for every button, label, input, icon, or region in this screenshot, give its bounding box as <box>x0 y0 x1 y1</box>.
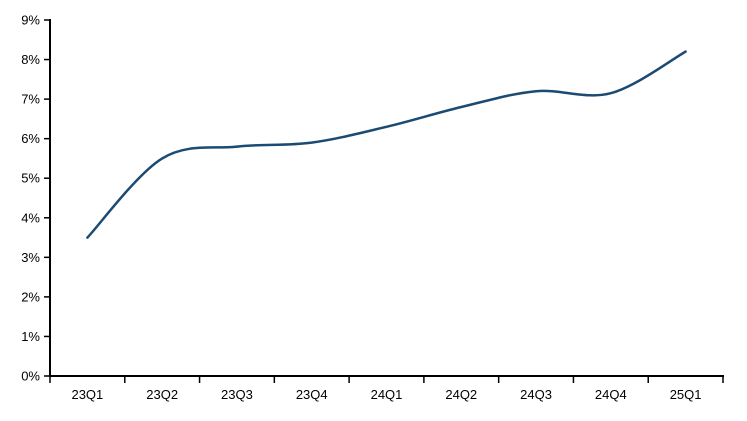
x-tick-label: 23Q1 <box>71 387 103 402</box>
x-tick-label: 23Q2 <box>146 387 178 402</box>
y-tick-label: 8% <box>21 52 40 67</box>
y-tick-label: 9% <box>21 13 40 28</box>
x-tick-label: 24Q1 <box>371 387 403 402</box>
y-tick-label: 1% <box>21 329 40 344</box>
y-tick-label: 2% <box>21 289 40 304</box>
y-tick-label: 3% <box>21 250 40 265</box>
data-series-line <box>86 50 687 239</box>
y-tick-label: 6% <box>21 131 40 146</box>
x-tick-label: 24Q2 <box>445 387 477 402</box>
x-tick-label: 25Q1 <box>670 387 702 402</box>
x-tick-label: 23Q3 <box>221 387 253 402</box>
x-tick-label: 24Q3 <box>520 387 552 402</box>
y-tick-label: 7% <box>21 92 40 107</box>
y-tick-label: 0% <box>21 369 40 384</box>
y-tick-label: 4% <box>21 210 40 225</box>
x-tick-label: 23Q4 <box>296 387 328 402</box>
y-tick-label: 5% <box>21 171 40 186</box>
x-tick-label: 24Q4 <box>595 387 627 402</box>
